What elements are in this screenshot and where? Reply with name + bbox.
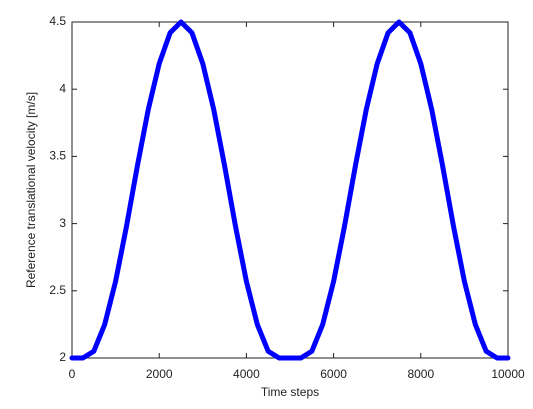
data-line: [69, 19, 511, 361]
y-tick-label: 2.5: [49, 283, 66, 297]
y-tick-label: 3.5: [49, 149, 66, 163]
x-axis-label: Time steps: [261, 385, 319, 399]
x-tick-label: 0: [69, 367, 76, 381]
x-tick-label: 4000: [233, 367, 260, 381]
x-tick-label: 2000: [146, 367, 173, 381]
x-tick-label: 6000: [320, 367, 347, 381]
x-tick-label: 10000: [491, 367, 525, 381]
x-tick-label: 8000: [407, 367, 434, 381]
y-axis-label: Reference translational velocity [m/s]: [24, 92, 38, 288]
y-tick-label: 2: [59, 350, 66, 364]
y-tick-label: 4: [59, 81, 66, 95]
y-tick-label: 3: [59, 216, 66, 230]
y-tick-label: 4.5: [49, 14, 66, 28]
